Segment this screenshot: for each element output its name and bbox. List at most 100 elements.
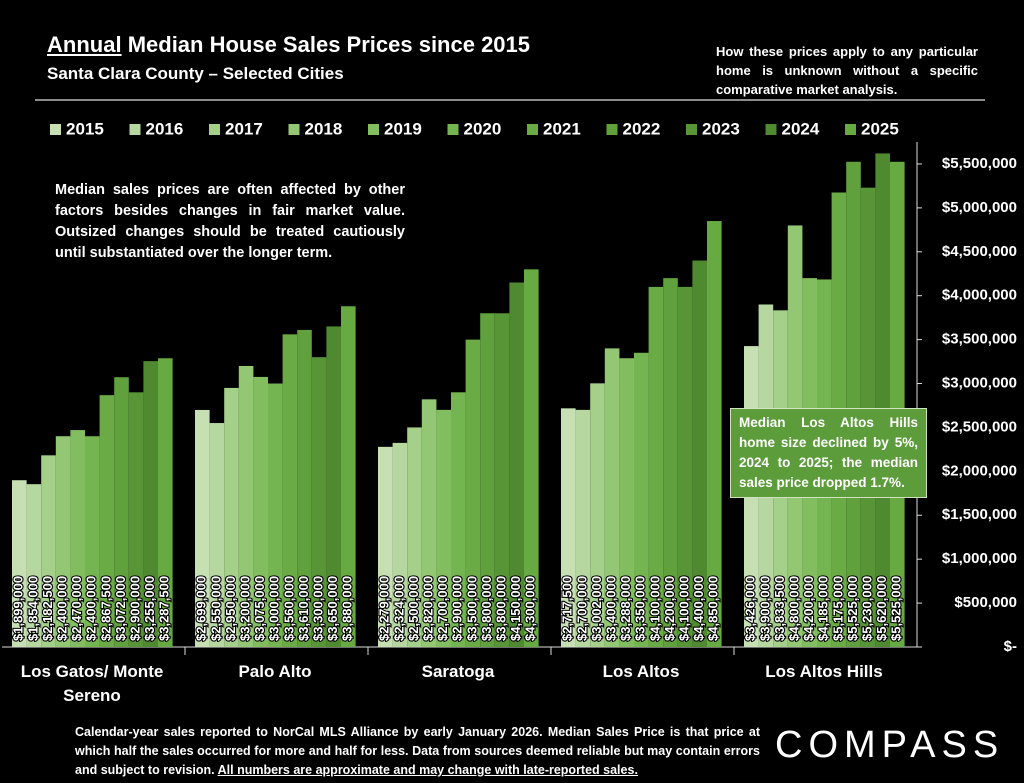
value-label: $2,900,000 <box>128 576 143 641</box>
bar <box>509 282 524 647</box>
y-tick-label: $5,000,000 <box>942 199 1017 216</box>
x-tick-label: Los Gatos/ Monte Sereno <box>20 662 164 705</box>
legend-swatch <box>447 124 459 135</box>
value-label: $4,400,000 <box>691 576 706 641</box>
value-label: $3,000,000 <box>267 576 282 641</box>
value-label: $4,100,000 <box>677 576 692 641</box>
value-label: $2,182,500 <box>40 576 55 641</box>
value-label: $4,200,000 <box>801 576 816 641</box>
legend-label: 2023 <box>702 119 740 138</box>
value-label: $2,550,000 <box>208 576 223 641</box>
value-label: $4,300,000 <box>523 576 538 641</box>
bar <box>253 376 268 647</box>
value-label: $3,300,000 <box>311 576 326 641</box>
value-label: $2,700,000 <box>435 576 450 641</box>
bar <box>392 442 408 647</box>
value-label: $3,610,000 <box>296 576 311 641</box>
value-label: $4,185,000 <box>816 576 831 641</box>
value-label: $5,230,000 <box>860 576 875 641</box>
legend-label: 2015 <box>66 119 104 138</box>
value-label: $3,880,000 <box>340 576 355 641</box>
bar <box>378 446 393 647</box>
value-label: $2,500,000 <box>406 576 421 641</box>
bar <box>875 153 890 647</box>
value-label: $1,899,000 <box>11 576 26 641</box>
bar <box>158 358 173 647</box>
bar <box>846 161 861 647</box>
value-label: $3,255,000 <box>142 576 157 641</box>
title: Annual Median House Sales Prices since 2… <box>47 32 530 58</box>
annotation: Median sales prices are often affected b… <box>55 182 405 261</box>
y-tick-label: $2,500,000 <box>942 418 1017 435</box>
value-label: $3,400,000 <box>604 576 619 641</box>
value-label: $2,717,500 <box>560 576 575 641</box>
value-label: $3,288,000 <box>618 576 633 641</box>
x-tick-label: Los Altos <box>602 662 680 681</box>
x-tick-label: Los Altos Hills <box>765 662 883 681</box>
value-label: $3,833,500 <box>772 576 787 641</box>
bar <box>619 358 634 647</box>
bar <box>282 334 298 647</box>
bar <box>575 409 591 647</box>
legend-swatch <box>845 124 856 135</box>
value-label: $5,525,000 <box>845 576 860 641</box>
legend-swatch <box>606 124 618 135</box>
title-text: Median House Sales Prices since 2015 <box>127 32 531 57</box>
footer-underlined: All numbers are approximate and may chan… <box>217 763 638 777</box>
value-label: $2,699,000 <box>194 576 209 641</box>
y-tick-label: $4,000,000 <box>942 287 1017 304</box>
y-tick-label: $2,000,000 <box>942 462 1017 479</box>
bar <box>311 357 327 647</box>
y-tick-label: $1,500,000 <box>942 506 1017 523</box>
value-label: $2,867,500 <box>98 576 113 641</box>
bar <box>421 399 437 647</box>
value-label: $4,200,000 <box>662 576 677 641</box>
value-label: $4,150,000 <box>508 576 523 641</box>
bar <box>524 269 539 647</box>
bar <box>297 329 312 647</box>
bar <box>890 161 905 647</box>
bar <box>195 409 210 647</box>
value-label: $3,800,000 <box>494 576 509 641</box>
legend-swatch <box>368 124 379 135</box>
value-label: $5,525,000 <box>889 576 904 641</box>
value-label: $2,279,000 <box>377 576 392 641</box>
bar <box>70 430 85 647</box>
legend-label: 2024 <box>782 119 820 138</box>
bar <box>128 392 144 647</box>
logo: COMPASS <box>775 724 1005 766</box>
legend-label: 2022 <box>623 119 661 138</box>
x-tick-label: Palo Alto <box>238 662 312 681</box>
bar <box>634 352 649 647</box>
legend-label: 2020 <box>464 119 502 138</box>
value-label: $4,850,000 <box>706 576 721 641</box>
y-tick-label: $5,500,000 <box>942 155 1017 172</box>
bar <box>326 326 341 647</box>
bar <box>677 286 693 647</box>
bar <box>465 339 481 647</box>
value-label: $2,820,000 <box>421 576 436 641</box>
legend-swatch <box>527 124 538 135</box>
value-label: $3,287,500 <box>157 576 172 641</box>
title-underlined: Annual <box>47 32 122 57</box>
value-label: $3,650,000 <box>325 576 340 641</box>
value-label: $3,900,000 <box>757 576 772 641</box>
bar <box>238 365 254 647</box>
bar <box>648 286 664 647</box>
value-label: $4,100,000 <box>647 576 662 641</box>
bar <box>268 383 283 647</box>
bar <box>114 377 129 647</box>
value-label: $3,350,000 <box>633 576 648 641</box>
bar <box>143 361 158 647</box>
value-label: $4,800,000 <box>787 576 802 641</box>
value-label: $2,400,000 <box>55 576 70 641</box>
bar <box>494 313 510 647</box>
bar <box>209 423 225 647</box>
legend-label: 2018 <box>305 119 343 138</box>
legend-label: 2025 <box>861 119 899 138</box>
value-label: $2,400,000 <box>84 576 99 641</box>
callout: Median Los Altos Hills home size decline… <box>730 408 927 498</box>
value-label: $3,200,000 <box>238 576 253 641</box>
y-tick-label: $500,000 <box>954 594 1017 611</box>
